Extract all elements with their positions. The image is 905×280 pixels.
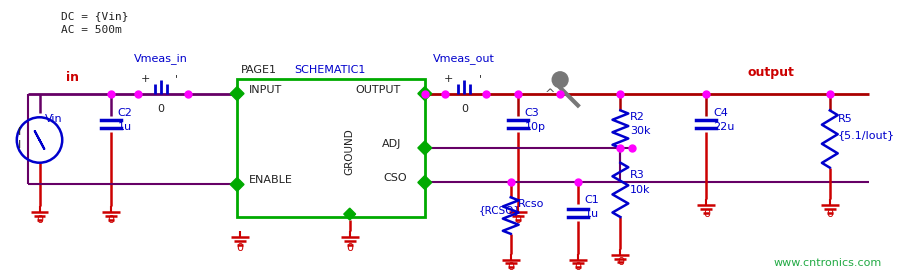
Text: CSO: CSO xyxy=(384,174,407,183)
Text: {RCSO}: {RCSO} xyxy=(479,205,521,215)
Text: 22u: 22u xyxy=(713,122,735,132)
Text: R5: R5 xyxy=(838,114,853,124)
Text: SCHEMATIC1: SCHEMATIC1 xyxy=(294,65,366,75)
Text: ADJ: ADJ xyxy=(382,139,402,149)
Text: 0: 0 xyxy=(826,209,834,219)
Polygon shape xyxy=(418,176,432,189)
Text: C4: C4 xyxy=(713,108,729,118)
Text: C1: C1 xyxy=(585,195,600,205)
Text: INPUT: INPUT xyxy=(249,85,282,95)
Text: 10k: 10k xyxy=(630,185,651,195)
Polygon shape xyxy=(230,87,244,101)
Text: 0: 0 xyxy=(36,215,43,225)
Polygon shape xyxy=(418,87,432,101)
Text: +: + xyxy=(443,74,453,84)
Text: 0: 0 xyxy=(617,258,624,267)
Text: ^: ^ xyxy=(545,88,556,101)
Text: R2: R2 xyxy=(630,112,645,122)
Text: output: output xyxy=(748,66,794,79)
Text: ': ' xyxy=(479,74,481,84)
Text: {5.1/Iout}: {5.1/Iout} xyxy=(838,130,895,140)
Text: 0: 0 xyxy=(236,243,243,253)
Polygon shape xyxy=(230,178,244,191)
Text: 0: 0 xyxy=(575,262,581,272)
Text: 0: 0 xyxy=(514,215,521,225)
Text: DC = {Vin}: DC = {Vin} xyxy=(62,11,129,22)
Polygon shape xyxy=(418,141,432,155)
Text: I: I xyxy=(18,140,22,150)
Text: C2: C2 xyxy=(118,108,132,118)
Text: 10p: 10p xyxy=(525,122,546,132)
Text: 0: 0 xyxy=(461,104,468,114)
Text: GROUND: GROUND xyxy=(345,129,355,175)
Text: C3: C3 xyxy=(525,108,539,118)
Text: Vmeas_in: Vmeas_in xyxy=(134,53,188,64)
Text: www.cntronics.com: www.cntronics.com xyxy=(774,258,882,269)
Text: 0: 0 xyxy=(507,262,514,272)
Text: OUTPUT: OUTPUT xyxy=(356,85,401,95)
Text: I: I xyxy=(18,127,22,137)
Text: 30k: 30k xyxy=(630,126,651,136)
Text: AC = 500m: AC = 500m xyxy=(62,25,122,35)
Bar xyxy=(237,79,424,217)
Text: 0: 0 xyxy=(107,215,114,225)
Circle shape xyxy=(552,72,568,88)
Text: 1u: 1u xyxy=(585,209,599,219)
Text: 0: 0 xyxy=(703,209,710,219)
Polygon shape xyxy=(344,208,356,220)
Text: ': ' xyxy=(176,74,178,84)
Text: Vin: Vin xyxy=(44,114,62,124)
Text: +: + xyxy=(140,74,150,84)
Text: Vmeas_out: Vmeas_out xyxy=(433,53,495,64)
Text: 1u: 1u xyxy=(118,122,132,132)
Text: ENABLE: ENABLE xyxy=(249,176,293,185)
Text: Rcso: Rcso xyxy=(518,199,544,209)
Text: in: in xyxy=(66,71,79,84)
Text: 0: 0 xyxy=(347,243,353,253)
Text: PAGE1: PAGE1 xyxy=(241,65,277,75)
Text: 0: 0 xyxy=(157,104,165,114)
Text: R3: R3 xyxy=(630,169,645,179)
